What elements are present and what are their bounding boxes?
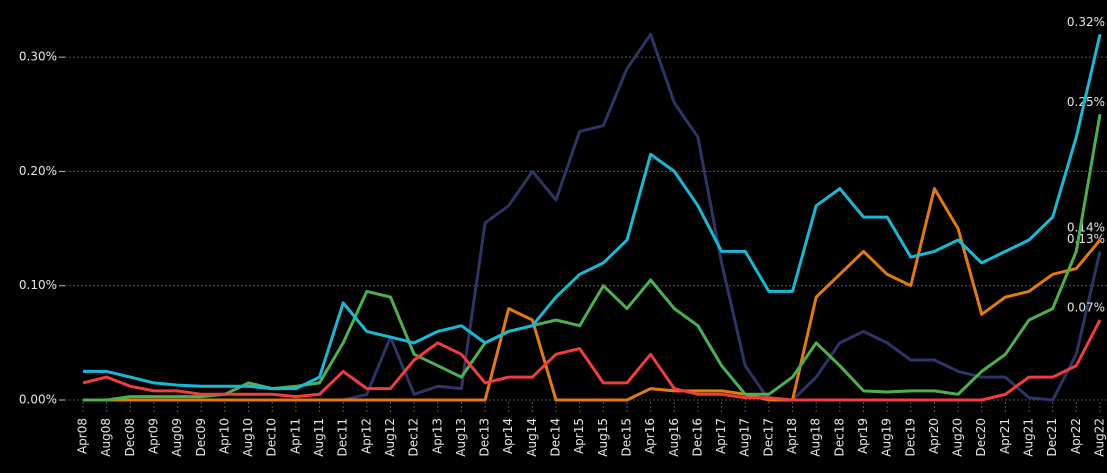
x-tick-label: Dec13: [478, 418, 492, 457]
x-tick-label: Aug10: [241, 418, 255, 457]
x-tick-label: Aug08: [99, 418, 113, 457]
y-tick-label: 0.30%: [19, 50, 57, 64]
x-tick-label: Aug15: [596, 418, 610, 457]
x-tick-label: Aug19: [880, 418, 894, 457]
end-label: 0.14%: [1067, 221, 1105, 235]
x-tick-label: Apr09: [146, 418, 160, 454]
x-tick-label: Aug22: [1093, 418, 1107, 457]
x-tick-label: Dec08: [123, 418, 137, 457]
x-tick-label: Aug16: [667, 418, 681, 457]
y-tick-label: 0.20%: [19, 164, 57, 178]
x-tick-label: Aug21: [1022, 418, 1036, 457]
x-tick-label: Apr22: [1069, 418, 1083, 454]
x-tick-label: Dec19: [903, 418, 917, 457]
series-line: [83, 33, 1102, 391]
x-tick-label: Apr11: [288, 418, 302, 454]
x-tick-label: Apr13: [430, 418, 444, 454]
x-tick-label: Dec14: [549, 418, 563, 457]
x-tick-label: Apr17: [714, 418, 728, 454]
x-tick-label: Dec17: [761, 418, 775, 457]
series-line: [83, 32, 1102, 402]
x-tick-label: Dec10: [265, 418, 279, 457]
x-tick-label: Apr16: [643, 418, 657, 454]
x-tick-label: Dec15: [619, 418, 633, 457]
x-tick-label: Apr15: [572, 418, 586, 454]
x-tick-label: Dec20: [974, 418, 988, 457]
x-tick-label: Aug18: [809, 418, 823, 457]
series-line: [83, 114, 1102, 402]
x-tick-label: Dec11: [336, 418, 350, 457]
x-tick-label: Aug17: [738, 418, 752, 457]
y-tick-label: 0.10%: [19, 278, 57, 292]
x-tick-label: Dec16: [690, 418, 704, 457]
x-tick-label: Aug20: [951, 418, 965, 457]
x-tick-label: Dec09: [194, 418, 208, 457]
y-tick-label: 0.00%: [19, 393, 57, 407]
x-tick-label: Aug14: [525, 418, 539, 457]
x-tick-label: Aug13: [454, 418, 468, 457]
x-tick-label: Apr08: [76, 418, 90, 454]
series-line: [82, 319, 1102, 402]
x-tick-label: Apr14: [501, 418, 515, 454]
x-tick-label: Dec12: [407, 418, 421, 457]
end-label: 0.07%: [1067, 301, 1105, 315]
series-line: [83, 187, 1102, 402]
x-tick-label: Dec21: [1045, 418, 1059, 457]
x-tick-label: Apr21: [998, 418, 1012, 454]
x-tick-label: Aug09: [170, 418, 184, 457]
x-tick-label: Dec18: [832, 418, 846, 457]
x-tick-label: Apr19: [856, 418, 870, 454]
end-label: 0.32%: [1067, 15, 1105, 29]
x-tick-label: Apr12: [359, 418, 373, 454]
x-tick-label: Aug12: [383, 418, 397, 457]
x-tick-label: Apr20: [927, 418, 941, 454]
x-tick-label: Aug11: [312, 418, 326, 457]
x-tick-label: Apr10: [217, 418, 231, 454]
x-tick-label: Apr18: [785, 418, 799, 454]
